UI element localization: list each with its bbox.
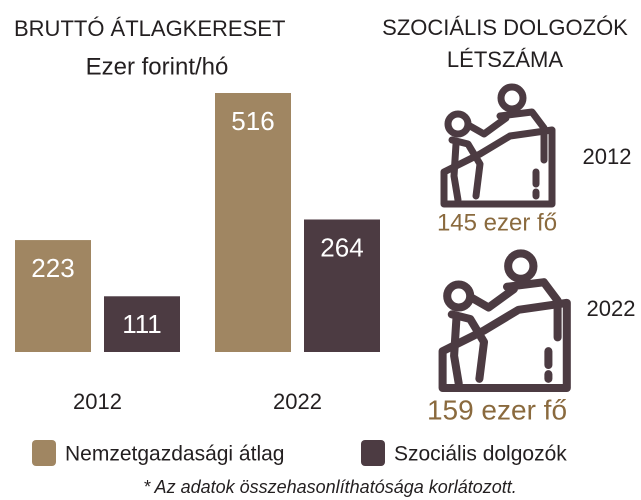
icon-body [447, 310, 489, 388]
chart-title: BRUTTÓ ÁTLAGKERESET [14, 16, 285, 41]
legend-label: Szociális dolgozók [394, 443, 567, 466]
bar [15, 240, 91, 352]
icon-head [443, 280, 475, 312]
pictogram-value-label: 145 ezer fő [437, 209, 557, 236]
bar-value-label: 223 [31, 253, 74, 283]
bar-value-label: 516 [231, 106, 274, 136]
icon-body [466, 108, 548, 164]
legend-swatch [32, 440, 56, 466]
bar [104, 296, 180, 352]
icon-head [504, 249, 538, 283]
icon-step [438, 298, 571, 393]
bar-value-label: 111 [122, 309, 162, 339]
people-icon [440, 83, 556, 208]
chart-subtitle: Ezer forint/hó [86, 53, 229, 80]
icon-body [468, 278, 562, 342]
footnote: * Az adatok összehasonlíthatósága korlát… [143, 477, 517, 497]
pictogram-year: 2012 [583, 144, 632, 169]
pictogram-value-label: 159 ezer fő [427, 394, 567, 425]
x-tick-label: 2022 [273, 389, 322, 414]
icon-head [444, 110, 472, 138]
legend-swatch [361, 440, 385, 466]
legend-label: Nemzetgazdasági átlag [65, 443, 284, 466]
x-tick-label: 2012 [73, 389, 122, 414]
pictogram-year: 2022 [587, 296, 636, 321]
bar-value-label: 264 [320, 232, 363, 262]
icon-head [497, 83, 527, 113]
bar [215, 93, 291, 352]
icon-step [440, 126, 556, 208]
pictogram-title: SZOCIÁLIS DOLGOZÓK LÉTSZÁMA [382, 15, 628, 72]
people-icon [438, 249, 571, 393]
icon-body [448, 136, 484, 204]
bar [304, 219, 380, 352]
